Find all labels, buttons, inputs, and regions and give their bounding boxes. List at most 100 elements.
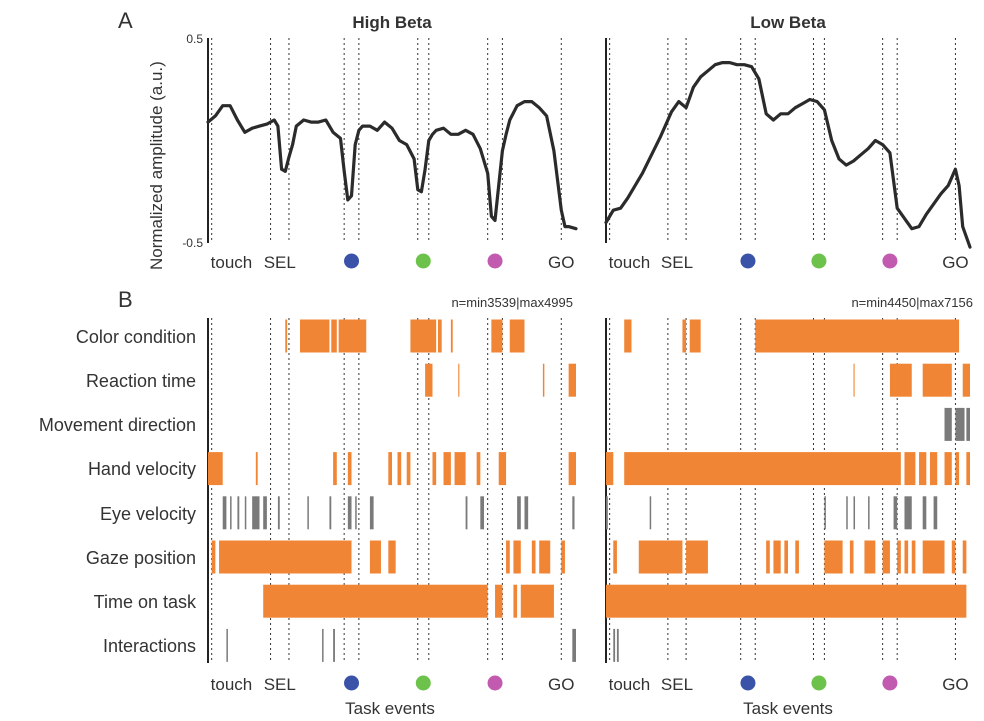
raster-bar-gray: [237, 496, 240, 530]
raster-bar-gray: [307, 496, 309, 530]
raster-bar-orange: [369, 540, 381, 574]
raster-bar-orange: [491, 319, 503, 353]
raster-bar-orange: [824, 540, 843, 574]
raster-bar-gray: [893, 496, 898, 530]
raster-bar-gray: [329, 496, 332, 530]
raster-bar-gray: [616, 628, 619, 662]
raster-bar-orange: [766, 540, 770, 574]
row-label-time-on-task: Time on task: [94, 592, 197, 612]
raster-bar-orange: [255, 452, 258, 486]
raster-bar-gray: [226, 628, 228, 662]
raster-left-annotation: n=min3539|max4995: [451, 295, 573, 310]
raster-bar-orange: [454, 452, 466, 486]
row-label-reaction-time: Reaction time: [86, 371, 196, 391]
raster-bar-orange: [568, 452, 576, 486]
raster-bar-orange: [513, 584, 518, 618]
raster-bar-orange: [338, 319, 367, 353]
raster-bar-gray: [244, 496, 247, 530]
raster-bar-orange: [397, 452, 402, 486]
raster-bar-orange: [624, 319, 632, 353]
x-label-left: Task events: [345, 699, 435, 718]
y-tick-top: 0.5: [186, 32, 203, 46]
row-label-hand-velocity: Hand velocity: [88, 459, 196, 479]
raster-bar-gray: [347, 496, 352, 530]
raster-bar-gray: [322, 628, 324, 662]
raster-bar-orange: [331, 319, 337, 353]
raster-bar-gray: [465, 496, 468, 530]
event-label-touch: touch: [609, 675, 651, 694]
raster-bar-orange: [208, 452, 223, 486]
raster-bar-orange: [443, 452, 451, 486]
raster-bar-orange: [495, 584, 503, 618]
raster-bar-orange: [438, 319, 442, 353]
raster-bar-gray: [480, 496, 484, 530]
series-line: [206, 99, 578, 231]
raster-bar-orange: [773, 540, 781, 574]
raster-bar-orange: [897, 540, 901, 574]
event-label-go: GO: [942, 253, 968, 272]
raster-bar-orange: [919, 452, 927, 486]
raster-bar-orange: [682, 319, 687, 353]
raster-bar-orange: [904, 540, 909, 574]
raster-bar-orange: [388, 540, 396, 574]
row-label-gaze-position: Gaze position: [86, 548, 196, 568]
raster-bar-orange: [755, 319, 960, 353]
raster-bar-orange: [458, 363, 460, 397]
event-marker-2: [415, 253, 431, 269]
raster-bar-orange: [506, 540, 510, 574]
raster-bar-gray: [572, 496, 575, 530]
raster-bar-orange: [263, 584, 488, 618]
raster-bar-gray: [355, 496, 357, 530]
raster-bar-orange: [624, 452, 901, 486]
raster-bar-gray: [572, 628, 576, 662]
raster-bar-orange: [966, 452, 970, 486]
event-label-touch: touch: [609, 253, 651, 272]
raster-bar-orange: [951, 540, 956, 574]
event-marker-2: [811, 253, 827, 269]
raster-bar-orange: [211, 540, 216, 574]
raster-bar-orange: [889, 363, 912, 397]
event-marker-3: [487, 253, 503, 269]
chart-title-high-beta: High Beta: [352, 13, 432, 32]
panel-b-letter: B: [118, 287, 133, 312]
raster-bar-gray: [966, 407, 970, 441]
event-label-sel: SEL: [661, 253, 693, 272]
raster-bar-orange: [347, 452, 352, 486]
raster-bar-gray: [904, 496, 912, 530]
event-marker-1: [740, 253, 756, 269]
raster-bar-orange: [606, 452, 614, 486]
raster-bar-orange: [849, 540, 854, 574]
raster-bar-gray: [230, 496, 232, 530]
raster-bar-gray: [853, 496, 856, 530]
event-label-sel: SEL: [264, 253, 296, 272]
raster-bar-orange: [904, 452, 916, 486]
raster-bar-gray: [369, 496, 374, 530]
raster-bar-orange: [520, 584, 554, 618]
raster-bar-orange: [333, 452, 337, 486]
raster-right-annotation: n=min4450|max7156: [851, 295, 973, 310]
raster-bar-orange: [285, 319, 288, 353]
raster-bar-orange: [513, 540, 521, 574]
row-label-movement-direction: Movement direction: [39, 415, 196, 435]
event-marker-2: [415, 675, 431, 691]
raster-bar-gray: [868, 496, 870, 530]
x-label-right: Task events: [743, 699, 833, 718]
raster-bar-gray: [222, 496, 227, 530]
raster-bar-orange: [300, 319, 330, 353]
raster-bar-orange: [509, 319, 525, 353]
raster-bar-orange: [410, 319, 437, 353]
raster-bar-gray: [252, 496, 260, 530]
raster-bar-orange: [922, 540, 945, 574]
raster-bar-gray: [517, 496, 521, 530]
raster-bar-orange: [606, 584, 967, 618]
event-label-go: GO: [548, 675, 574, 694]
panel-a-letter: A: [118, 8, 133, 33]
chart-title-low-beta: Low Beta: [750, 13, 826, 32]
raster-bar-orange: [962, 540, 967, 574]
raster-bar-orange: [944, 452, 952, 486]
raster-bar-orange: [568, 363, 576, 397]
row-label-interactions: Interactions: [103, 636, 196, 656]
raster-bar-orange: [425, 363, 433, 397]
raster-bar-gray: [606, 496, 608, 530]
raster-bar-orange: [219, 540, 352, 574]
